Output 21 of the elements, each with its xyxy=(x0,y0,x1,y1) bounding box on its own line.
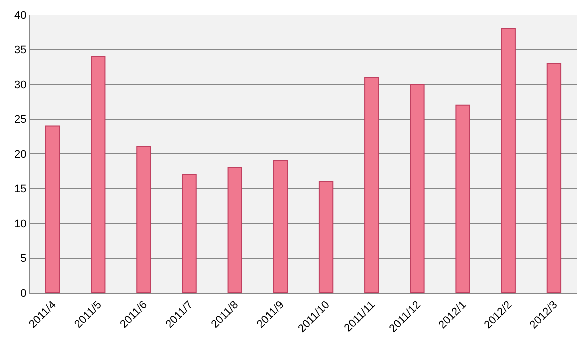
bar xyxy=(546,63,562,293)
bar xyxy=(364,77,380,293)
bar xyxy=(410,84,425,293)
bar xyxy=(91,56,106,293)
y-tick-label: 40 xyxy=(14,10,27,22)
bar xyxy=(136,146,152,293)
bar xyxy=(273,160,288,293)
y-tick-label: 30 xyxy=(14,79,27,92)
y-tick-label: 25 xyxy=(14,114,27,126)
y-tick-label: 10 xyxy=(14,218,27,230)
y-tick-label: 5 xyxy=(20,253,27,266)
bar xyxy=(45,126,60,293)
bar xyxy=(182,174,197,293)
bar xyxy=(228,167,242,293)
bar xyxy=(501,28,516,293)
bar xyxy=(456,104,470,293)
y-tick-label: 35 xyxy=(14,44,27,57)
y-tick-label: 20 xyxy=(14,148,27,161)
bar xyxy=(318,181,334,293)
y-tick-label: 0 xyxy=(20,288,27,300)
y-tick-label: 15 xyxy=(14,184,27,196)
